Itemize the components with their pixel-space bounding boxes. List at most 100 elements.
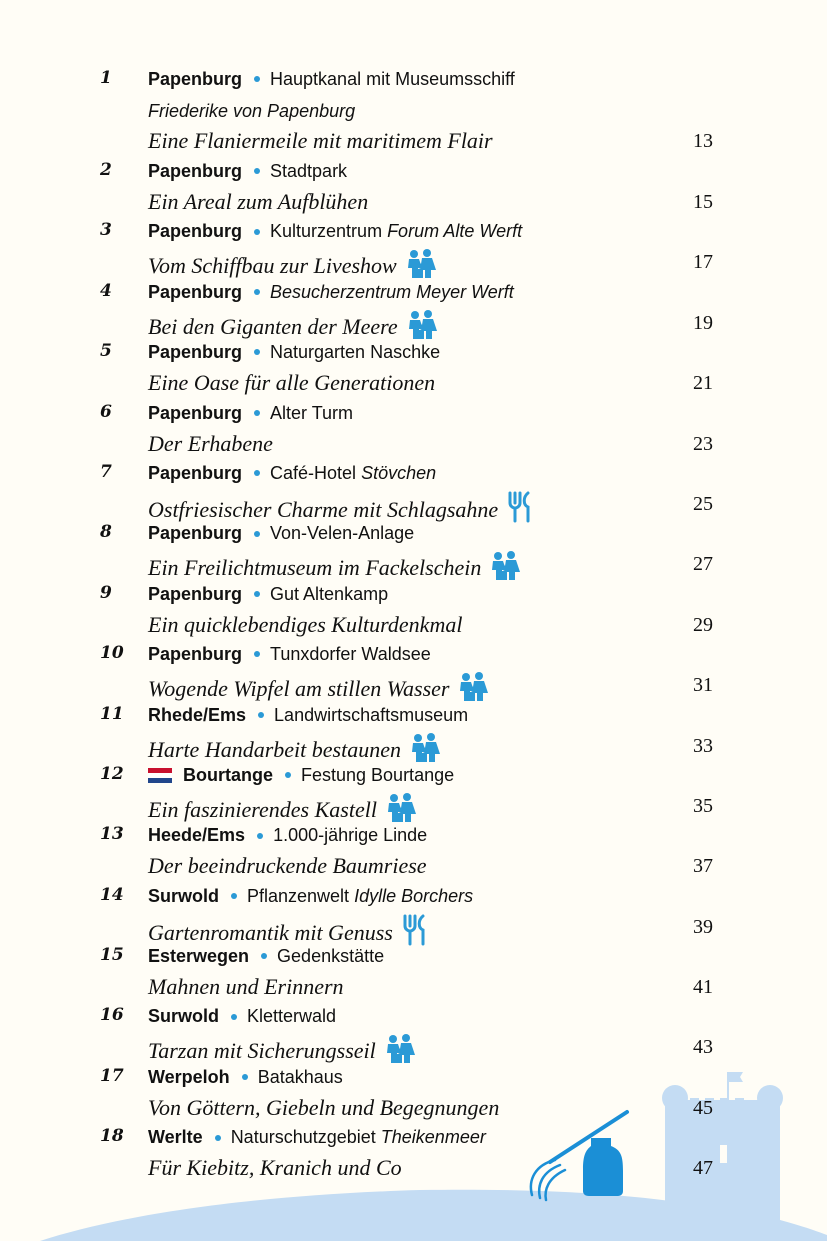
entry-subtitle: Vom Schiffbau zur Liveshow (148, 249, 437, 285)
entry-subtitle-text: Ein Areal zum Aufblühen (148, 189, 369, 214)
entry-place: Landwirtschaftsmuseum (274, 704, 469, 725)
entry-place-name: Forum Alte Werft (387, 221, 523, 242)
entry-place: Alter Turm (270, 402, 354, 423)
entry-number: 4 (100, 280, 112, 301)
entry-number: 15 (100, 945, 124, 966)
toc-entry[interactable]: 6 Papenburg Alter Turm Der Erhabene 23 (0, 400, 827, 460)
page-number: 41 (693, 976, 713, 999)
page-number: 45 (693, 1096, 713, 1119)
bullet-separator-icon (254, 409, 261, 416)
entry-subtitle: Harte Handarbeit bestaunen (148, 732, 441, 769)
entry-location: Surwold (148, 1006, 219, 1027)
entry-heading: Papenburg Stadtpark (148, 161, 347, 182)
entry-subtitle-text: Mahnen und Erinnern (148, 974, 344, 1000)
toc-entry[interactable]: 17 Werpeloh Batakhaus Von Göttern, Giebeln… (0, 1064, 827, 1124)
entry-subtitle: Gartenromantik mit Genuss (148, 914, 429, 952)
fork-knife-icon (401, 914, 429, 952)
entry-subtitle-text: Wogende Wipfel am stillen Wasser (148, 676, 450, 702)
entry-location: Papenburg (148, 69, 243, 89)
page-number: 29 (693, 613, 713, 636)
entry-subtitle-text: Harte Handarbeit bestaunen (148, 736, 401, 762)
family-icon (385, 792, 417, 829)
bullet-separator-icon (285, 772, 291, 779)
hill-silhouette (40, 1189, 827, 1241)
entry-subtitle-text: Der beeindruckende Baumriese (148, 853, 427, 879)
page-number: 15 (693, 191, 713, 213)
entry-place: Naturschutzgebiet (230, 1127, 381, 1148)
toc-entry[interactable]: 12 Bourtange Festung Bourtange Ein faszini… (0, 762, 827, 822)
toc-entry[interactable]: 13 Heede/Ems 1.000-jährige Linde Der beein… (0, 822, 827, 882)
toc-entry[interactable]: 3 Papenburg Kulturzentrum Forum Alte Werf… (0, 218, 827, 279)
toc-entry[interactable]: 15 Esterwegen Gedenkstätte Mahnen und Erin… (0, 943, 827, 1003)
entry-heading: Papenburg Alter Turm (148, 403, 353, 424)
entry-location: Papenburg (148, 281, 243, 302)
entry-subtitle-text: Ein quicklebendiges Kulturdenkmal (148, 611, 463, 637)
page-number: 19 (693, 311, 713, 334)
bullet-separator-icon (257, 832, 264, 839)
toc-entry[interactable]: 2 Papenburg Stadtpark Ein Areal zum Aufblü… (0, 158, 827, 218)
entry-location: Papenburg (148, 462, 243, 483)
toc-entry[interactable]: 10 Papenburg Tunxdorfer Waldsee Wogende Wi… (0, 641, 827, 702)
toc-entry[interactable]: 4 Papenburg Besucherzentrum Meyer Werft Be… (0, 279, 827, 339)
entry-subtitle: Ein faszinierendes Kastell (148, 792, 417, 829)
bullet-separator-icon (231, 892, 237, 899)
table-of-contents: 1 Papenburg Hauptkanal mit Museumsschiff F… (0, 66, 827, 1185)
entry-location: Heede/Ems (148, 825, 246, 846)
entry-subtitle-text: Gartenromantik mit Genuss (148, 919, 393, 945)
toc-entry[interactable]: 11 Rhede/Ems Landwirtschaftsmuseum Harte H… (0, 702, 827, 762)
entry-number: 1 (100, 68, 112, 88)
entry-location: Werlte (148, 1127, 203, 1148)
page-number: 13 (693, 130, 713, 152)
entry-location: Papenburg (148, 402, 243, 423)
entry-heading: Surwold Pflanzenwelt Idylle Borchers (148, 886, 473, 907)
entry-number: 17 (100, 1065, 124, 1086)
entry-number: 11 (100, 703, 124, 724)
entry-number: 18 (100, 1126, 124, 1147)
page-number: 39 (693, 915, 713, 938)
entry-location: Rhede/Ems (148, 704, 247, 725)
entry-number: 8 (100, 522, 112, 543)
toc-entry[interactable]: 14 Surwold Pflanzenwelt Idylle Borchers Ga… (0, 883, 827, 946)
entry-heading: Heede/Ems 1.000-jährige Linde (148, 825, 427, 846)
netherlands-flag-icon (148, 767, 172, 783)
entry-place: Batakhaus (257, 1066, 343, 1087)
entry-place: Gedenkstätte (277, 946, 385, 967)
entry-number: 3 (100, 220, 112, 241)
bullet-separator-icon (241, 1074, 248, 1081)
entry-heading: Papenburg Naturgarten Naschke (148, 342, 440, 363)
toc-entry[interactable]: 9 Papenburg Gut Altenkamp Ein quicklebendi… (0, 581, 827, 641)
toc-entry[interactable]: 16 Surwold Kletterwald Tarzan mit Sicherun… (0, 1003, 827, 1064)
entry-subtitle-text: Vom Schiffbau zur Liveshow (148, 253, 397, 279)
page-number: 27 (693, 553, 713, 576)
entry-location: Surwold (148, 885, 219, 906)
entry-subtitle: Ostfriesischer Charme mit Schlagsahne (148, 491, 534, 529)
entry-location: Esterwegen (148, 946, 250, 967)
toc-entry[interactable]: 18 Werlte Naturschutzgebiet Theikenmeer Fü… (0, 1124, 827, 1184)
bullet-separator-icon (258, 711, 265, 718)
toc-entry[interactable]: 8 Papenburg Von-Velen-Anlage Ein Freilicht… (0, 520, 827, 581)
entry-subtitle: Bei den Giganten der Meere (148, 309, 438, 346)
entry-location: Papenburg (148, 221, 243, 242)
entry-heading: Papenburg Von-Velen-Anlage (148, 523, 414, 544)
entry-subtitle: Eine Flaniermeile mit maritimem Flair (148, 128, 493, 154)
page-number: 35 (693, 794, 713, 817)
toc-entry[interactable]: 7 Papenburg Café-Hotel Stövchen Ostfriesis… (0, 460, 827, 523)
entry-subtitle: Ein Areal zum Aufblühen (148, 189, 368, 215)
entry-heading: Papenburg Kulturzentrum Forum Alte Werft (148, 221, 522, 242)
entry-location: Werpeloh (148, 1066, 230, 1087)
entry-place-name: Idylle Borchers (354, 885, 474, 906)
toc-entry[interactable]: 5 Papenburg Naturgarten Naschke Eine Oase … (0, 339, 827, 399)
entry-heading: Esterwegen Gedenkstätte (148, 946, 384, 967)
toc-entry[interactable]: 1 Papenburg Hauptkanal mit Museumsschiff F… (0, 66, 827, 158)
entry-number: 12 (100, 763, 124, 784)
entry-place-name: Stövchen (361, 462, 437, 483)
entry-number: 13 (100, 824, 124, 845)
entry-location: Papenburg (148, 583, 243, 604)
bullet-separator-icon (254, 228, 261, 235)
entry-subtitle: Für Kiebitz, Kranich und Co (148, 1155, 402, 1181)
bullet-separator-icon (214, 1134, 221, 1141)
entry-subtitle: Ein Freilichtmuseum im Fackelschein (148, 551, 521, 587)
entry-subtitle-text: Bei den Giganten der Meere (148, 313, 398, 339)
entry-place: Hauptkanal mit Museumsschiff (270, 69, 515, 89)
entry-location: Papenburg (148, 644, 243, 665)
